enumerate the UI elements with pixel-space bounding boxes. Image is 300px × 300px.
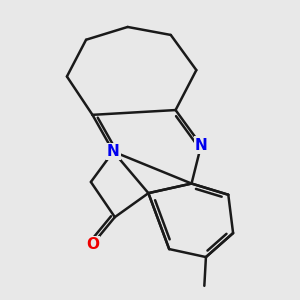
Text: N: N (195, 138, 208, 153)
Text: O: O (86, 237, 99, 252)
Text: N: N (107, 144, 120, 159)
